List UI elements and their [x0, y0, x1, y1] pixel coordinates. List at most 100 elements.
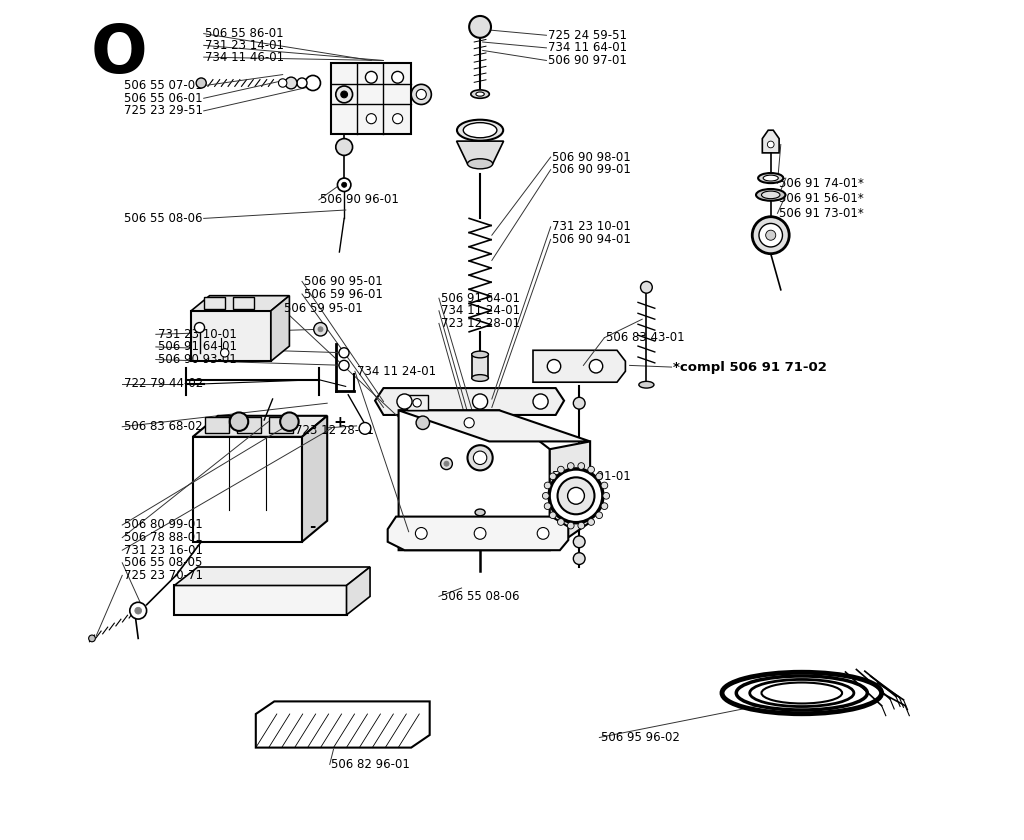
Circle shape	[281, 412, 299, 431]
Ellipse shape	[475, 509, 485, 516]
Text: 506 90 93-01: 506 90 93-01	[158, 353, 237, 366]
Ellipse shape	[756, 189, 785, 201]
Text: 506 55 08-05: 506 55 08-05	[124, 556, 203, 570]
Text: 506 55 91-01: 506 55 91-01	[552, 470, 631, 483]
Polygon shape	[398, 411, 550, 550]
Ellipse shape	[762, 192, 780, 199]
Polygon shape	[191, 296, 290, 311]
Polygon shape	[191, 311, 271, 361]
Text: 506 82 96-01: 506 82 96-01	[332, 758, 411, 771]
Circle shape	[538, 528, 549, 539]
Circle shape	[440, 458, 453, 470]
Ellipse shape	[763, 175, 778, 181]
Circle shape	[767, 141, 774, 148]
Circle shape	[444, 461, 449, 466]
Circle shape	[573, 536, 585, 548]
Circle shape	[589, 360, 603, 373]
Circle shape	[336, 139, 352, 155]
Polygon shape	[346, 567, 370, 615]
Circle shape	[229, 412, 248, 431]
Circle shape	[544, 503, 551, 510]
Circle shape	[338, 178, 351, 192]
Circle shape	[549, 469, 603, 522]
Circle shape	[547, 360, 561, 373]
Ellipse shape	[639, 381, 654, 388]
Ellipse shape	[457, 120, 503, 141]
Bar	[204, 297, 224, 309]
Text: 731 23 16-01: 731 23 16-01	[124, 543, 203, 557]
Circle shape	[468, 445, 493, 470]
Circle shape	[544, 482, 551, 489]
Text: 734 11 64-01: 734 11 64-01	[548, 41, 628, 55]
Circle shape	[341, 91, 347, 97]
Text: 506 55 08-06: 506 55 08-06	[124, 212, 203, 225]
Circle shape	[543, 492, 549, 499]
Ellipse shape	[471, 90, 489, 98]
Circle shape	[339, 348, 349, 358]
Text: 506 90 96-01: 506 90 96-01	[321, 193, 399, 207]
Circle shape	[220, 349, 229, 357]
Circle shape	[641, 281, 652, 293]
Text: 506 59 96-01: 506 59 96-01	[304, 287, 383, 301]
Circle shape	[557, 477, 595, 514]
Text: 506 90 97-01: 506 90 97-01	[548, 54, 627, 67]
Text: 506 80 99-01: 506 80 99-01	[124, 518, 203, 532]
Circle shape	[195, 323, 205, 333]
Text: 506 83 68-02: 506 83 68-02	[124, 420, 203, 433]
Text: 506 90 99-01: 506 90 99-01	[552, 163, 631, 176]
Circle shape	[297, 78, 307, 88]
Polygon shape	[388, 517, 568, 550]
Circle shape	[197, 78, 206, 88]
Text: 723 12 28-01: 723 12 28-01	[295, 423, 375, 437]
Circle shape	[397, 394, 412, 409]
Polygon shape	[375, 388, 564, 415]
Bar	[477, 475, 483, 494]
Polygon shape	[398, 411, 590, 442]
Circle shape	[588, 518, 595, 525]
Circle shape	[367, 113, 377, 123]
Circle shape	[130, 602, 146, 619]
Ellipse shape	[758, 173, 783, 183]
Text: 725 23 70-71: 725 23 70-71	[124, 569, 203, 582]
Text: 722 79 44-02: 722 79 44-02	[124, 377, 203, 391]
Polygon shape	[193, 437, 302, 542]
Text: 506 90 95-01: 506 90 95-01	[304, 275, 382, 288]
Text: 731 23 10-01: 731 23 10-01	[158, 328, 237, 341]
Circle shape	[89, 635, 95, 642]
Circle shape	[474, 528, 486, 539]
Bar	[206, 417, 229, 433]
Text: O: O	[90, 21, 147, 87]
Circle shape	[472, 394, 487, 409]
Polygon shape	[174, 585, 346, 615]
Polygon shape	[271, 296, 290, 361]
Circle shape	[578, 463, 585, 470]
Circle shape	[596, 473, 602, 480]
Text: 506 91 56-01*: 506 91 56-01*	[779, 192, 864, 205]
Circle shape	[596, 512, 602, 518]
Text: 723 12 28-01: 723 12 28-01	[440, 317, 519, 330]
Ellipse shape	[476, 92, 484, 97]
Circle shape	[573, 397, 585, 409]
Circle shape	[567, 463, 574, 470]
Circle shape	[534, 394, 548, 409]
Circle shape	[339, 360, 349, 370]
Text: 506 78 88-01: 506 78 88-01	[124, 531, 203, 544]
Circle shape	[464, 417, 474, 428]
Text: 731 23 10-01: 731 23 10-01	[552, 220, 631, 234]
Text: 506 55 08-06: 506 55 08-06	[440, 590, 519, 603]
Circle shape	[473, 451, 486, 465]
Bar	[238, 417, 261, 433]
Bar	[269, 417, 293, 433]
Circle shape	[588, 466, 595, 473]
Circle shape	[286, 77, 297, 89]
Polygon shape	[302, 416, 328, 542]
Text: 506 83 43-01: 506 83 43-01	[606, 331, 685, 344]
Polygon shape	[534, 350, 626, 382]
Polygon shape	[474, 464, 486, 512]
Text: 506 91 64-01: 506 91 64-01	[158, 340, 237, 354]
Text: +: +	[334, 415, 346, 430]
Text: 506 90 98-01: 506 90 98-01	[552, 150, 631, 164]
Text: -: -	[309, 519, 315, 534]
Ellipse shape	[472, 375, 488, 381]
Bar	[472, 354, 488, 378]
